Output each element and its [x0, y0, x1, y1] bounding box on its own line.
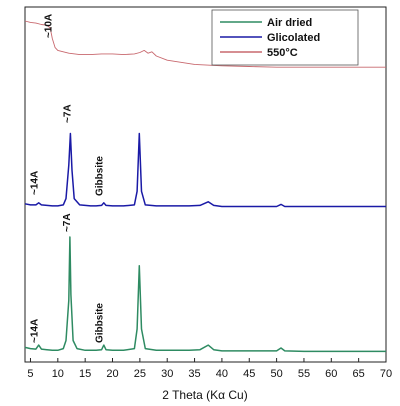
annotations: ~10A ~7A ~14A Gibbsite ~7A ~14A Gibbsite — [30, 14, 106, 343]
legend-box — [211, 9, 359, 66]
x-tick-label: 55 — [298, 368, 310, 380]
peak-label-gibbsite-air-dried: Gibbsite — [95, 303, 106, 343]
x-tick-label: 25 — [134, 368, 146, 380]
peak-label-14a-air-dried: ~14A — [30, 319, 41, 343]
peak-label-10a: ~10A — [43, 14, 54, 38]
peak-label-7a-air-dried: ~7A — [62, 213, 73, 232]
plot-frame — [24, 6, 387, 363]
x-tick-label: 65 — [353, 368, 365, 380]
x-tick-label: 30 — [161, 368, 173, 380]
x-tick-label: 45 — [243, 368, 255, 380]
x-tick-label: 60 — [325, 368, 337, 380]
x-tick-label: 5 — [27, 368, 33, 380]
series-line-glicolated — [24, 132, 386, 208]
peak-label-gibbsite-glicolated: Gibbsite — [95, 156, 106, 196]
x-tick-label: 10 — [52, 368, 64, 380]
peak-label-7a-glicolated: ~7A — [62, 104, 73, 123]
x-tick-label: 50 — [270, 368, 282, 380]
x-tick-label: 20 — [106, 368, 118, 380]
legend: Air dried Glicolated 550°C — [211, 9, 359, 66]
x-axis-title: 2 Theta (Kα Cu) — [162, 388, 247, 402]
legend-label-calcined-550: 550°C — [267, 47, 298, 59]
series-layer — [24, 20, 386, 353]
legend-items: Air dried Glicolated 550°C — [220, 17, 320, 59]
series-line-air-dried — [24, 236, 386, 353]
series-line-calcined-550 — [24, 20, 386, 68]
peak-label-14a-glicolated: ~14A — [30, 171, 41, 195]
x-axis: 5 10 15 20 25 30 35 40 45 50 55 60 65 70 — [27, 358, 392, 380]
x-tick-label: 40 — [216, 368, 228, 380]
x-tick-label: 15 — [79, 368, 91, 380]
x-tick-label: 70 — [380, 368, 392, 380]
legend-label-air-dried: Air dried — [267, 17, 312, 29]
x-tick-label: 35 — [188, 368, 200, 380]
legend-label-glicolated: Glicolated — [267, 32, 320, 44]
